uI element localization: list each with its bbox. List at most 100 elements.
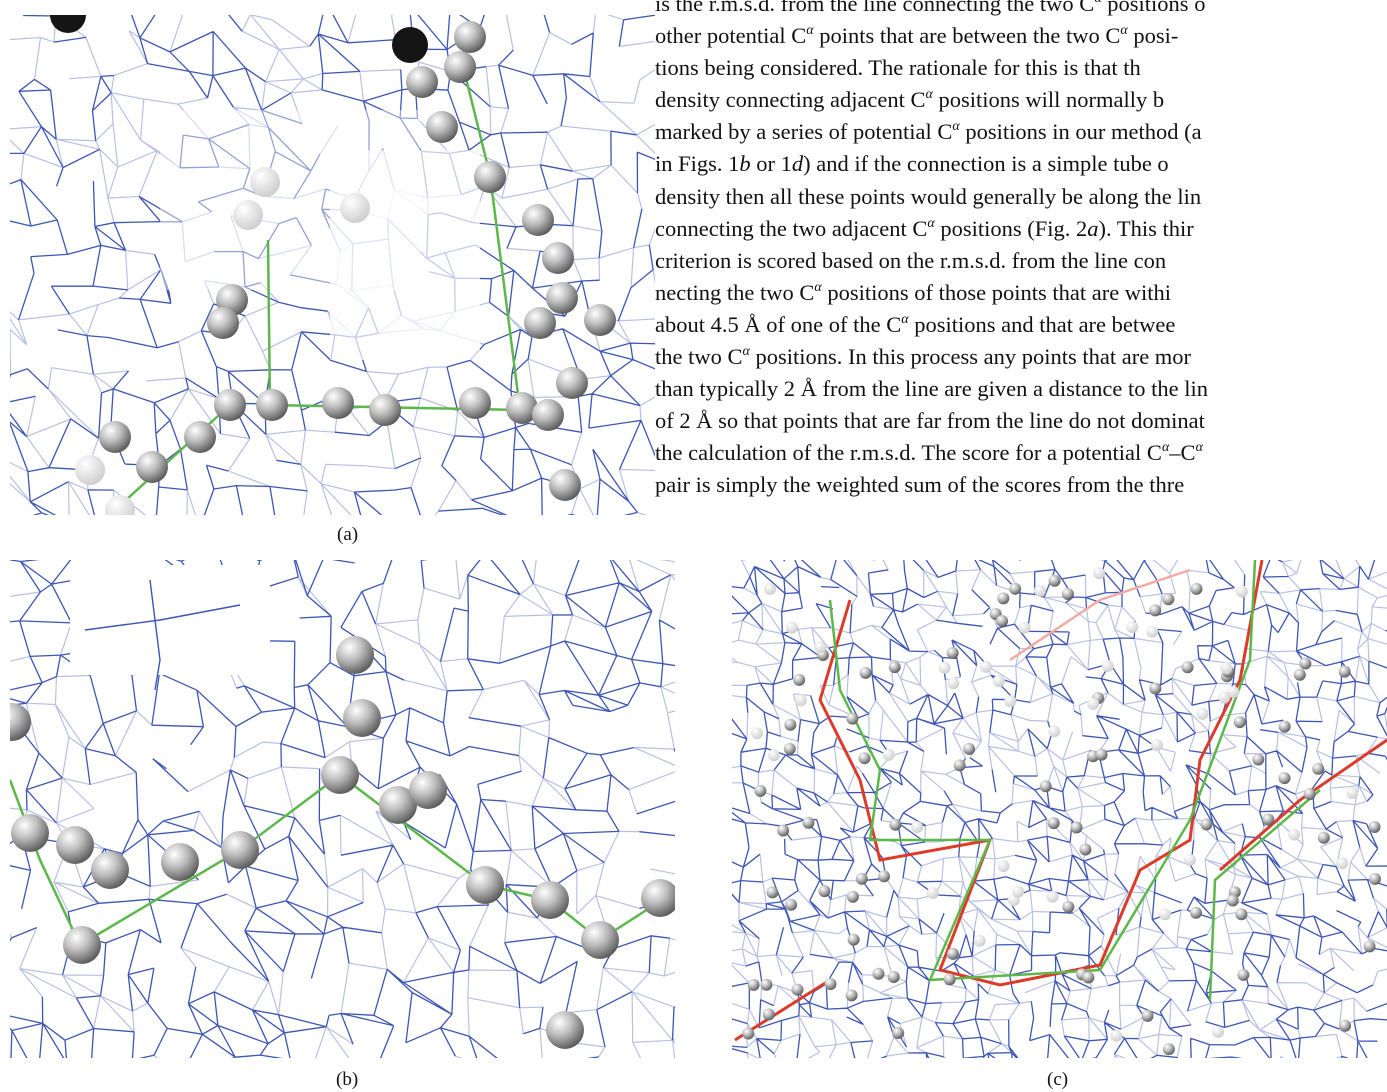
atom (91, 851, 129, 889)
atom (444, 51, 476, 83)
trace (115, 405, 230, 510)
text-run: or 1 (751, 151, 792, 176)
atom (336, 636, 374, 674)
atom (1034, 585, 1046, 597)
text-run: positions and that are betwee (909, 312, 1176, 337)
panel-a-image (0, 0, 671, 532)
atom (748, 979, 760, 991)
text-line: marked by a series of potential Cα posit… (655, 116, 1387, 148)
atom (1159, 908, 1171, 920)
atom (998, 860, 1010, 872)
text-line: about 4.5 Å of one of the Cα positions a… (655, 309, 1387, 341)
atom (546, 1011, 584, 1049)
atom (1184, 854, 1196, 866)
text-run: α (926, 87, 933, 102)
atom (584, 304, 616, 336)
atom (791, 984, 803, 996)
atom (878, 870, 890, 882)
depth-fade (70, 565, 270, 675)
atom (1227, 686, 1239, 698)
atom (1146, 626, 1158, 638)
text-run: of 2 Å so that points that are far from … (655, 408, 1205, 433)
text-line: than typically 2 Å from the line are giv… (655, 373, 1387, 405)
atom (1163, 1043, 1175, 1055)
atom (1279, 721, 1291, 733)
atom (1237, 969, 1249, 981)
text-line: density then all these points would gene… (655, 181, 1387, 213)
atom (207, 307, 239, 339)
atom (532, 399, 564, 431)
atom (233, 200, 263, 230)
atom (1079, 843, 1091, 855)
atom (754, 785, 766, 797)
atom (1288, 829, 1300, 841)
atom (889, 819, 901, 831)
depth-fade (330, 150, 480, 360)
atom (784, 719, 796, 731)
atom (1278, 772, 1290, 784)
atom (409, 771, 447, 809)
text-run: α (952, 119, 959, 134)
text-line: pair is simply the weighted sum of the s… (655, 469, 1387, 501)
atom (1346, 787, 1358, 799)
text-run: marked by a series of potential C (655, 119, 952, 144)
atom (889, 661, 901, 673)
atom (1062, 588, 1074, 600)
text-run: positions o (1102, 0, 1206, 16)
atom (1234, 716, 1246, 728)
text-run: necting the two C (655, 280, 814, 305)
atom (1048, 817, 1060, 829)
atom (1197, 708, 1209, 720)
atom (793, 674, 805, 686)
atom (1142, 1010, 1154, 1022)
atom (369, 394, 401, 426)
text-run: tions being considered. The rationale fo… (655, 55, 1141, 80)
atom (872, 968, 884, 980)
panel-c-image (718, 548, 1387, 1084)
text-run: points that are between the two C (814, 23, 1121, 48)
atom (0, 703, 31, 741)
atom (1304, 788, 1316, 800)
atom (1200, 818, 1212, 830)
text-run: posi- (1128, 23, 1179, 48)
atom (911, 821, 923, 833)
text-run: the calculation of the r.m.s.d. The scor… (655, 440, 1162, 465)
atom (1220, 662, 1232, 674)
atom (1004, 695, 1016, 707)
page: is the r.m.s.d. from the line connecting… (0, 0, 1387, 1092)
panel-label: (a) (337, 524, 358, 546)
atom (1336, 857, 1348, 869)
atom (256, 389, 288, 421)
atom (1227, 895, 1239, 907)
atom (1126, 621, 1138, 633)
atom (947, 948, 959, 960)
atom (974, 935, 986, 947)
text-line: necting the two Cα positions of those po… (655, 277, 1387, 309)
atom (818, 885, 830, 897)
atom (825, 978, 837, 990)
atom (784, 743, 796, 755)
atom (1093, 567, 1105, 579)
atom (785, 899, 797, 911)
text-run: α (806, 23, 813, 38)
text-run: α (901, 312, 908, 327)
atom (63, 926, 101, 964)
atom (343, 699, 381, 737)
atom (426, 111, 458, 143)
atom (1149, 683, 1161, 695)
text-run: positions in our method (a (960, 119, 1202, 144)
text-line: the two Cα positions. In this process an… (655, 341, 1387, 373)
atom (1009, 583, 1021, 595)
atom (546, 282, 578, 314)
atom (1048, 725, 1060, 737)
atom (524, 307, 556, 339)
atom (321, 756, 359, 794)
text-run: α (1120, 23, 1127, 38)
atom (1339, 1020, 1351, 1032)
text-run: positions of those points that are withi (822, 280, 1171, 305)
text-run: the two C (655, 344, 743, 369)
atom (459, 387, 491, 419)
text-run: connecting the two adjacent C (655, 216, 927, 241)
atom (556, 367, 588, 399)
text-run: pair is simply the weighted sum of the s… (655, 472, 1184, 497)
